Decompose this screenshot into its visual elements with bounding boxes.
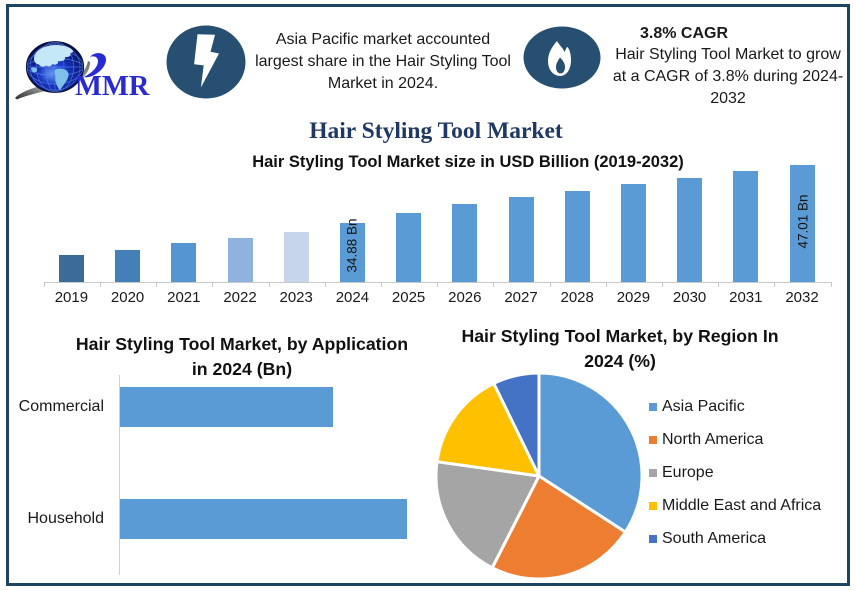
svg-text:MMR: MMR [75,71,150,102]
